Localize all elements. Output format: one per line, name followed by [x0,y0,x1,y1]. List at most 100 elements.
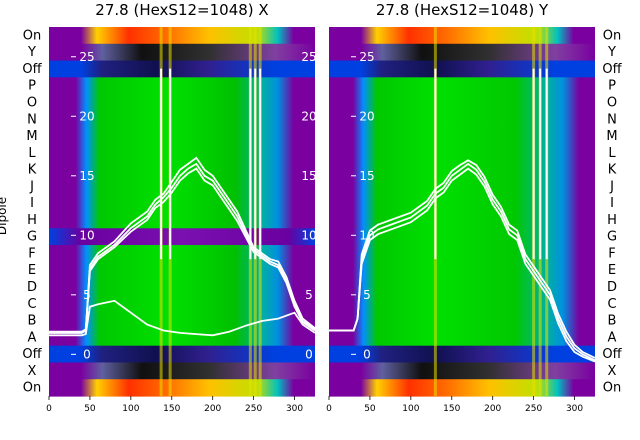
heatmap-row-j [49,177,315,196]
y-tick-label: 15 [359,169,374,183]
row-label: C [607,297,616,312]
x-tick-label: 300 [286,404,303,414]
x-tick-label: 200 [204,404,221,414]
heatmap-row-l [49,144,315,162]
row-label: I [30,196,34,211]
heatmap-row-h [329,211,595,229]
row-label: X [28,364,37,379]
row-label: Off [22,62,42,77]
heatmap-row-c [329,295,595,313]
row-label: Off [602,62,622,77]
row-label: J [29,179,34,194]
heatmap-row-e [329,261,595,280]
row-label: M [26,129,37,144]
row-label: E [28,263,36,278]
heatmap-row-n [49,110,315,129]
x-tick-label: 0 [326,404,332,414]
row-label: On [603,28,621,43]
heatmap-row-off [49,60,315,78]
y-tick-label-right: 15 [301,169,316,183]
heatmap-row-d [329,278,595,296]
y-tick-label-right: 25 [301,50,316,64]
y-tick-label-right: 5 [305,288,313,302]
heatmap-row-on [329,27,595,45]
heatmap-row-j [329,177,595,196]
heatmap-row-f [329,245,595,263]
x-tick-label: 0 [46,404,52,414]
row-label: On [23,28,41,43]
heatmap-row-h [49,211,315,229]
overlay-line-2 [329,167,596,363]
heatmap-row-e [49,261,315,280]
row-label: G [607,230,617,245]
y-axis-label: Dipole [0,197,9,235]
heatmap-row-o [329,94,595,112]
heatmap-row-g [329,228,595,246]
x-tick-label: 200 [484,404,501,414]
y-tick-label-right: 0 [305,347,313,361]
y-tick-label: 20 [79,109,94,123]
row-label: Y [607,45,616,60]
row-label: On [23,381,41,396]
row-label: F [608,246,615,261]
x-tick-label: 250 [525,404,542,414]
x-tick-label: 150 [443,404,460,414]
heatmap-row-on [49,379,315,397]
row-label: P [608,79,616,94]
y-tick-label: 25 [79,50,94,64]
y-tick-label: 10 [79,228,94,242]
x-tick-label: 50 [364,404,376,414]
row-label: D [27,280,37,295]
row-label: Off [22,347,42,362]
row-label: N [27,112,37,127]
x-tick-label: 300 [566,404,583,414]
x-tick-label: 50 [84,404,96,414]
row-label: M [606,129,617,144]
y-tick-label: 15 [79,169,94,183]
y-tick-label: 5 [83,288,91,302]
y-tick-label: 0 [363,347,371,361]
heatmap-row-on [329,379,595,397]
row-label: A [608,330,617,345]
heatmap-row-y [329,43,595,62]
overlay-line-3 [49,299,316,337]
heatmap-row-p [329,77,595,95]
heatmap-row-off [329,345,595,364]
heatmap-row-off [49,345,315,364]
overlay-line-1 [329,159,596,359]
overlay-line-0 [329,162,596,362]
row-label: K [28,163,37,178]
heatmap-row-n [329,110,595,129]
row-label: On [603,381,621,396]
row-label: K [608,163,617,178]
row-label: O [607,95,617,110]
row-label: Y [27,45,36,60]
row-label: E [608,263,616,278]
row-label: I [610,196,614,211]
heatmap-row-d [49,278,315,296]
x-tick-label: 250 [245,404,262,414]
heatmap-row-a [329,328,595,347]
heatmap-row-p [49,77,315,95]
heatmap-row-k [329,161,595,179]
heatmap-row-c [49,295,315,313]
row-label: B [608,314,617,329]
x-tick-label: 100 [402,404,419,414]
row-label: A [28,330,37,345]
heatmap-row-m [329,127,595,146]
y-tick-label: 25 [359,50,374,64]
row-label: P [28,79,36,94]
chart-title-x: 27.8 (HexS12=1048) X [95,1,268,19]
row-label: H [27,213,37,228]
row-label: C [27,297,36,312]
row-label: D [607,280,617,295]
heatmap-row-o [49,94,315,112]
y-tick-label-right: 10 [301,228,316,242]
heatmap-row-m [49,127,315,146]
y-tick-label: 20 [359,109,374,123]
row-label: G [27,230,37,245]
heatmap-row-y [49,43,315,62]
